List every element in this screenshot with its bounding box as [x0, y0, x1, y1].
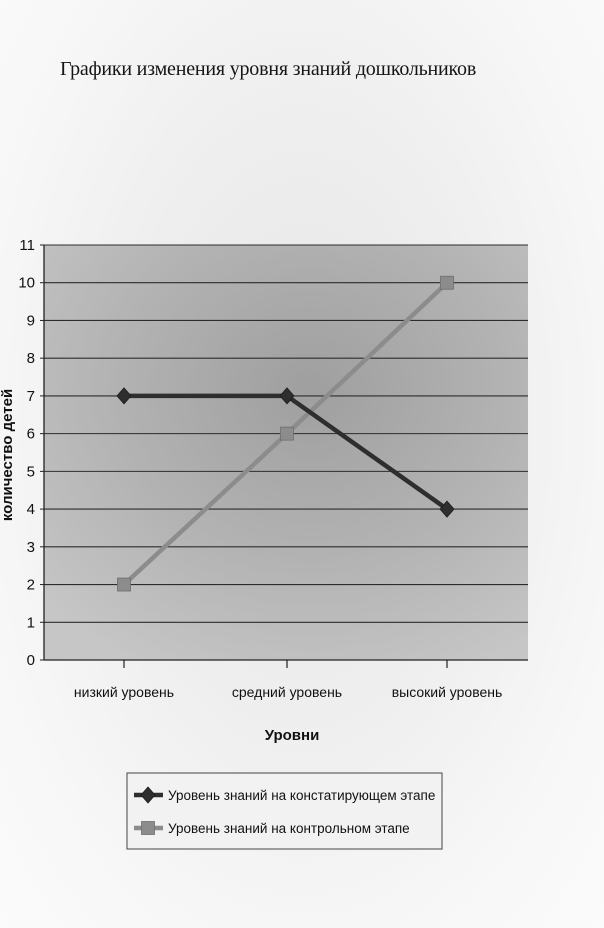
y-tick-label: 5 — [27, 463, 35, 480]
y-tick-label: 3 — [27, 539, 35, 556]
y-tick-label: 0 — [27, 652, 35, 669]
legend-item-2: Уровень знаний на контрольном этапе — [134, 821, 410, 836]
legend: Уровень знаний на констатирующем этапе Ур… — [126, 772, 443, 850]
y-tick-label: 7 — [27, 388, 35, 405]
page-title: Графики изменения уровня знаний дошкольн… — [60, 58, 477, 80]
x-category-label: средний уровень — [232, 684, 342, 700]
x-axis-title: Уровни — [265, 727, 320, 744]
series-2 — [117, 275, 454, 592]
data-point — [440, 275, 454, 290]
y-tick-label: 6 — [27, 426, 35, 443]
y-tick-label: 4 — [27, 501, 35, 518]
data-point — [439, 500, 455, 518]
plot-area — [44, 245, 528, 660]
data-point — [116, 387, 132, 405]
x-category-label: высокий уровень — [392, 684, 503, 700]
diamond-marker-icon — [140, 786, 156, 804]
x-category-label: низкий уровень — [74, 684, 174, 700]
x-category-labels: низкий уровень средний уровень высокий уро… — [74, 684, 502, 700]
y-tick-label: 10 — [18, 275, 35, 292]
y-tick-label: 1 — [27, 614, 35, 631]
legend-label: Уровень знаний на контрольном этапе — [168, 821, 410, 836]
legend-label: Уровень знаний на констатирующем этапе — [168, 788, 435, 803]
y-tick-label: 9 — [27, 312, 35, 329]
y-tick-labels: 0 1 2 3 4 5 6 7 8 9 10 11 — [18, 237, 35, 669]
y-axis-title: количество детей — [0, 389, 16, 521]
data-point — [280, 426, 294, 441]
data-point — [279, 387, 295, 405]
y-tick-label: 11 — [19, 237, 35, 254]
y-tick-label: 8 — [27, 350, 35, 367]
legend-box — [126, 772, 443, 850]
y-tick-label: 2 — [27, 577, 35, 594]
data-point — [117, 577, 131, 592]
square-marker-icon — [141, 821, 155, 835]
series-1 — [116, 387, 455, 518]
series-layer — [116, 275, 455, 592]
legend-item-1: Уровень знаний на констатирующем этапе — [134, 786, 435, 804]
axes — [43, 245, 528, 668]
